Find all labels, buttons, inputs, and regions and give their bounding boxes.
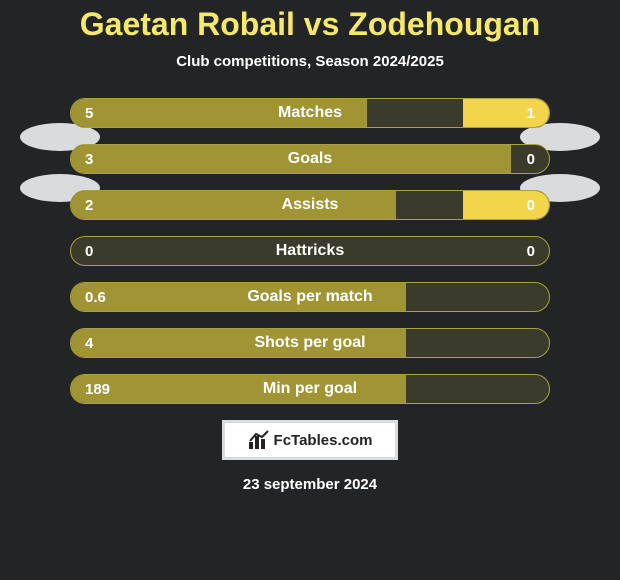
row-label: Goals per match — [71, 283, 549, 311]
comp-row: Goals3 0 — [70, 144, 550, 174]
row-value-left: 0 — [85, 237, 93, 265]
row-value-left: 5 — [85, 99, 93, 127]
bars-icon — [248, 430, 270, 450]
row-value-left: 189 — [85, 375, 110, 403]
row-label: Assists — [71, 191, 549, 219]
logo-text: FcTables.com — [274, 432, 373, 449]
comp-row: Min per goal189 — [70, 374, 550, 404]
row-value-right: 0 — [527, 145, 535, 173]
title-player1: Gaetan Robail — [80, 6, 295, 42]
row-label: Shots per goal — [71, 329, 549, 357]
comp-row: Hattricks0 0 — [70, 236, 550, 266]
row-label: Matches — [71, 99, 549, 127]
row-value-left: 3 — [85, 145, 93, 173]
row-value-left: 0.6 — [85, 283, 106, 311]
comp-row: Shots per goal4 — [70, 328, 550, 358]
row-value-left: 2 — [85, 191, 93, 219]
row-label: Min per goal — [71, 375, 549, 403]
row-label: Hattricks — [71, 237, 549, 265]
subtitle: Club competitions, Season 2024/2025 — [0, 53, 620, 70]
page-title: Gaetan Robail vs Zodehougan — [0, 0, 620, 43]
row-label: Goals — [71, 145, 549, 173]
date-text: 23 september 2024 — [0, 476, 620, 493]
comparison-rows: Matches51Goals30Assists20Hattricks00Goal… — [70, 98, 550, 404]
comp-row: Goals per match0.6 — [70, 282, 550, 312]
logo-box: FcTables.com — [222, 420, 398, 460]
row-value-right: 1 — [527, 99, 535, 127]
comp-row: Assists2 0 — [70, 190, 550, 220]
row-value-left: 4 — [85, 329, 93, 357]
row-value-right: 0 — [527, 191, 535, 219]
row-value-right: 0 — [527, 237, 535, 265]
title-player2: Zodehougan — [348, 6, 540, 42]
title-vs: vs — [304, 6, 340, 42]
comp-row: Matches5 1 — [70, 98, 550, 128]
